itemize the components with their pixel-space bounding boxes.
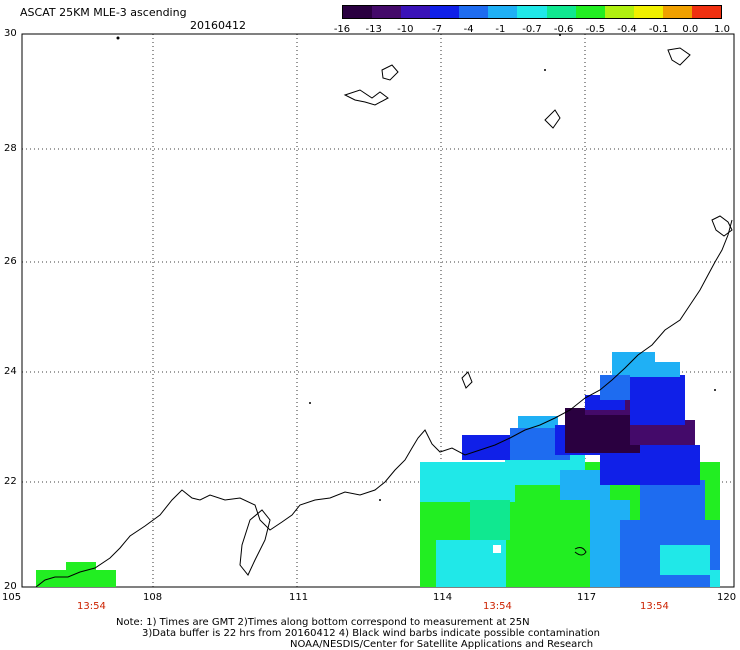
colorbar-label: -0.4 <box>617 24 637 35</box>
map-date: 20160412 <box>190 19 246 32</box>
time-label-3: 13:54 <box>640 601 669 612</box>
x-tick-114: 114 <box>433 592 453 603</box>
colorbar-segment <box>604 6 634 18</box>
colorbar-segment <box>343 6 373 18</box>
colorbar-label: 0.0 <box>682 24 699 35</box>
colorbar-segment <box>633 6 663 18</box>
colorbar-label: -0.6 <box>553 24 574 35</box>
x-tick-108: 108 <box>143 592 163 603</box>
time-label-2: 13:54 <box>483 601 512 612</box>
note-line-2: 3)Data buffer is 22 hrs from 20160412 4)… <box>142 628 600 639</box>
x-tick-111: 111 <box>289 592 309 603</box>
data-swath-left <box>36 562 116 587</box>
islands <box>116 34 716 501</box>
time-label-1: 13:54 <box>77 601 106 612</box>
x-tick-105: 105 <box>2 592 22 603</box>
colorbar-segment <box>488 6 518 18</box>
colorbar-label: -1 <box>495 24 506 35</box>
y-tick-24: 24 <box>4 366 17 377</box>
plot-frame <box>21 33 735 588</box>
note-line-1: Note: 1) Times are GMT 2)Times along bot… <box>116 617 530 628</box>
coastline <box>35 47 733 588</box>
y-tick-26: 26 <box>4 256 17 267</box>
map-title: ASCAT 25KM MLE-3 ascending <box>20 6 187 19</box>
colorbar-label: -16 <box>333 24 351 35</box>
note-line-3: NOAA/NESDIS/Center for Satellite Applica… <box>290 639 594 650</box>
colorbar-segment <box>372 6 402 18</box>
y-tick-28: 28 <box>4 143 17 154</box>
colorbar-segment <box>517 6 547 18</box>
colorbar-segment <box>430 6 460 18</box>
colorbar-label: -0.7 <box>522 24 542 35</box>
y-tick-20: 20 <box>4 581 17 592</box>
y-tick-30: 30 <box>4 28 17 39</box>
colorbar-segment <box>401 6 431 18</box>
colorbar-segment <box>575 6 605 18</box>
colorbar-segment <box>691 6 722 18</box>
y-tick-22: 22 <box>4 476 17 487</box>
data-swath-main <box>420 352 720 587</box>
colorbar-segment <box>662 6 692 18</box>
colorbar-label: -13 <box>365 24 382 35</box>
colorbar-labels: -16 -13 -10 -7 -4 -1 -0.7 -0.6 -0.5 -0.4 -0.1 0.0 1.… <box>330 24 740 36</box>
colorbar-label: -0.5 <box>585 24 606 35</box>
colorbar <box>342 5 722 19</box>
colorbar-label: 1.0 <box>714 24 730 35</box>
colorbar-segment <box>459 6 489 18</box>
colorbar-label: -10 <box>397 24 414 35</box>
x-tick-120: 120 <box>717 592 737 603</box>
colorbar-label: -0.1 <box>648 24 669 35</box>
colorbar-label: -4 <box>463 24 474 35</box>
x-tick-117: 117 <box>577 592 597 603</box>
colorbar-segment <box>546 6 576 18</box>
colorbar-label: -7 <box>432 24 442 35</box>
